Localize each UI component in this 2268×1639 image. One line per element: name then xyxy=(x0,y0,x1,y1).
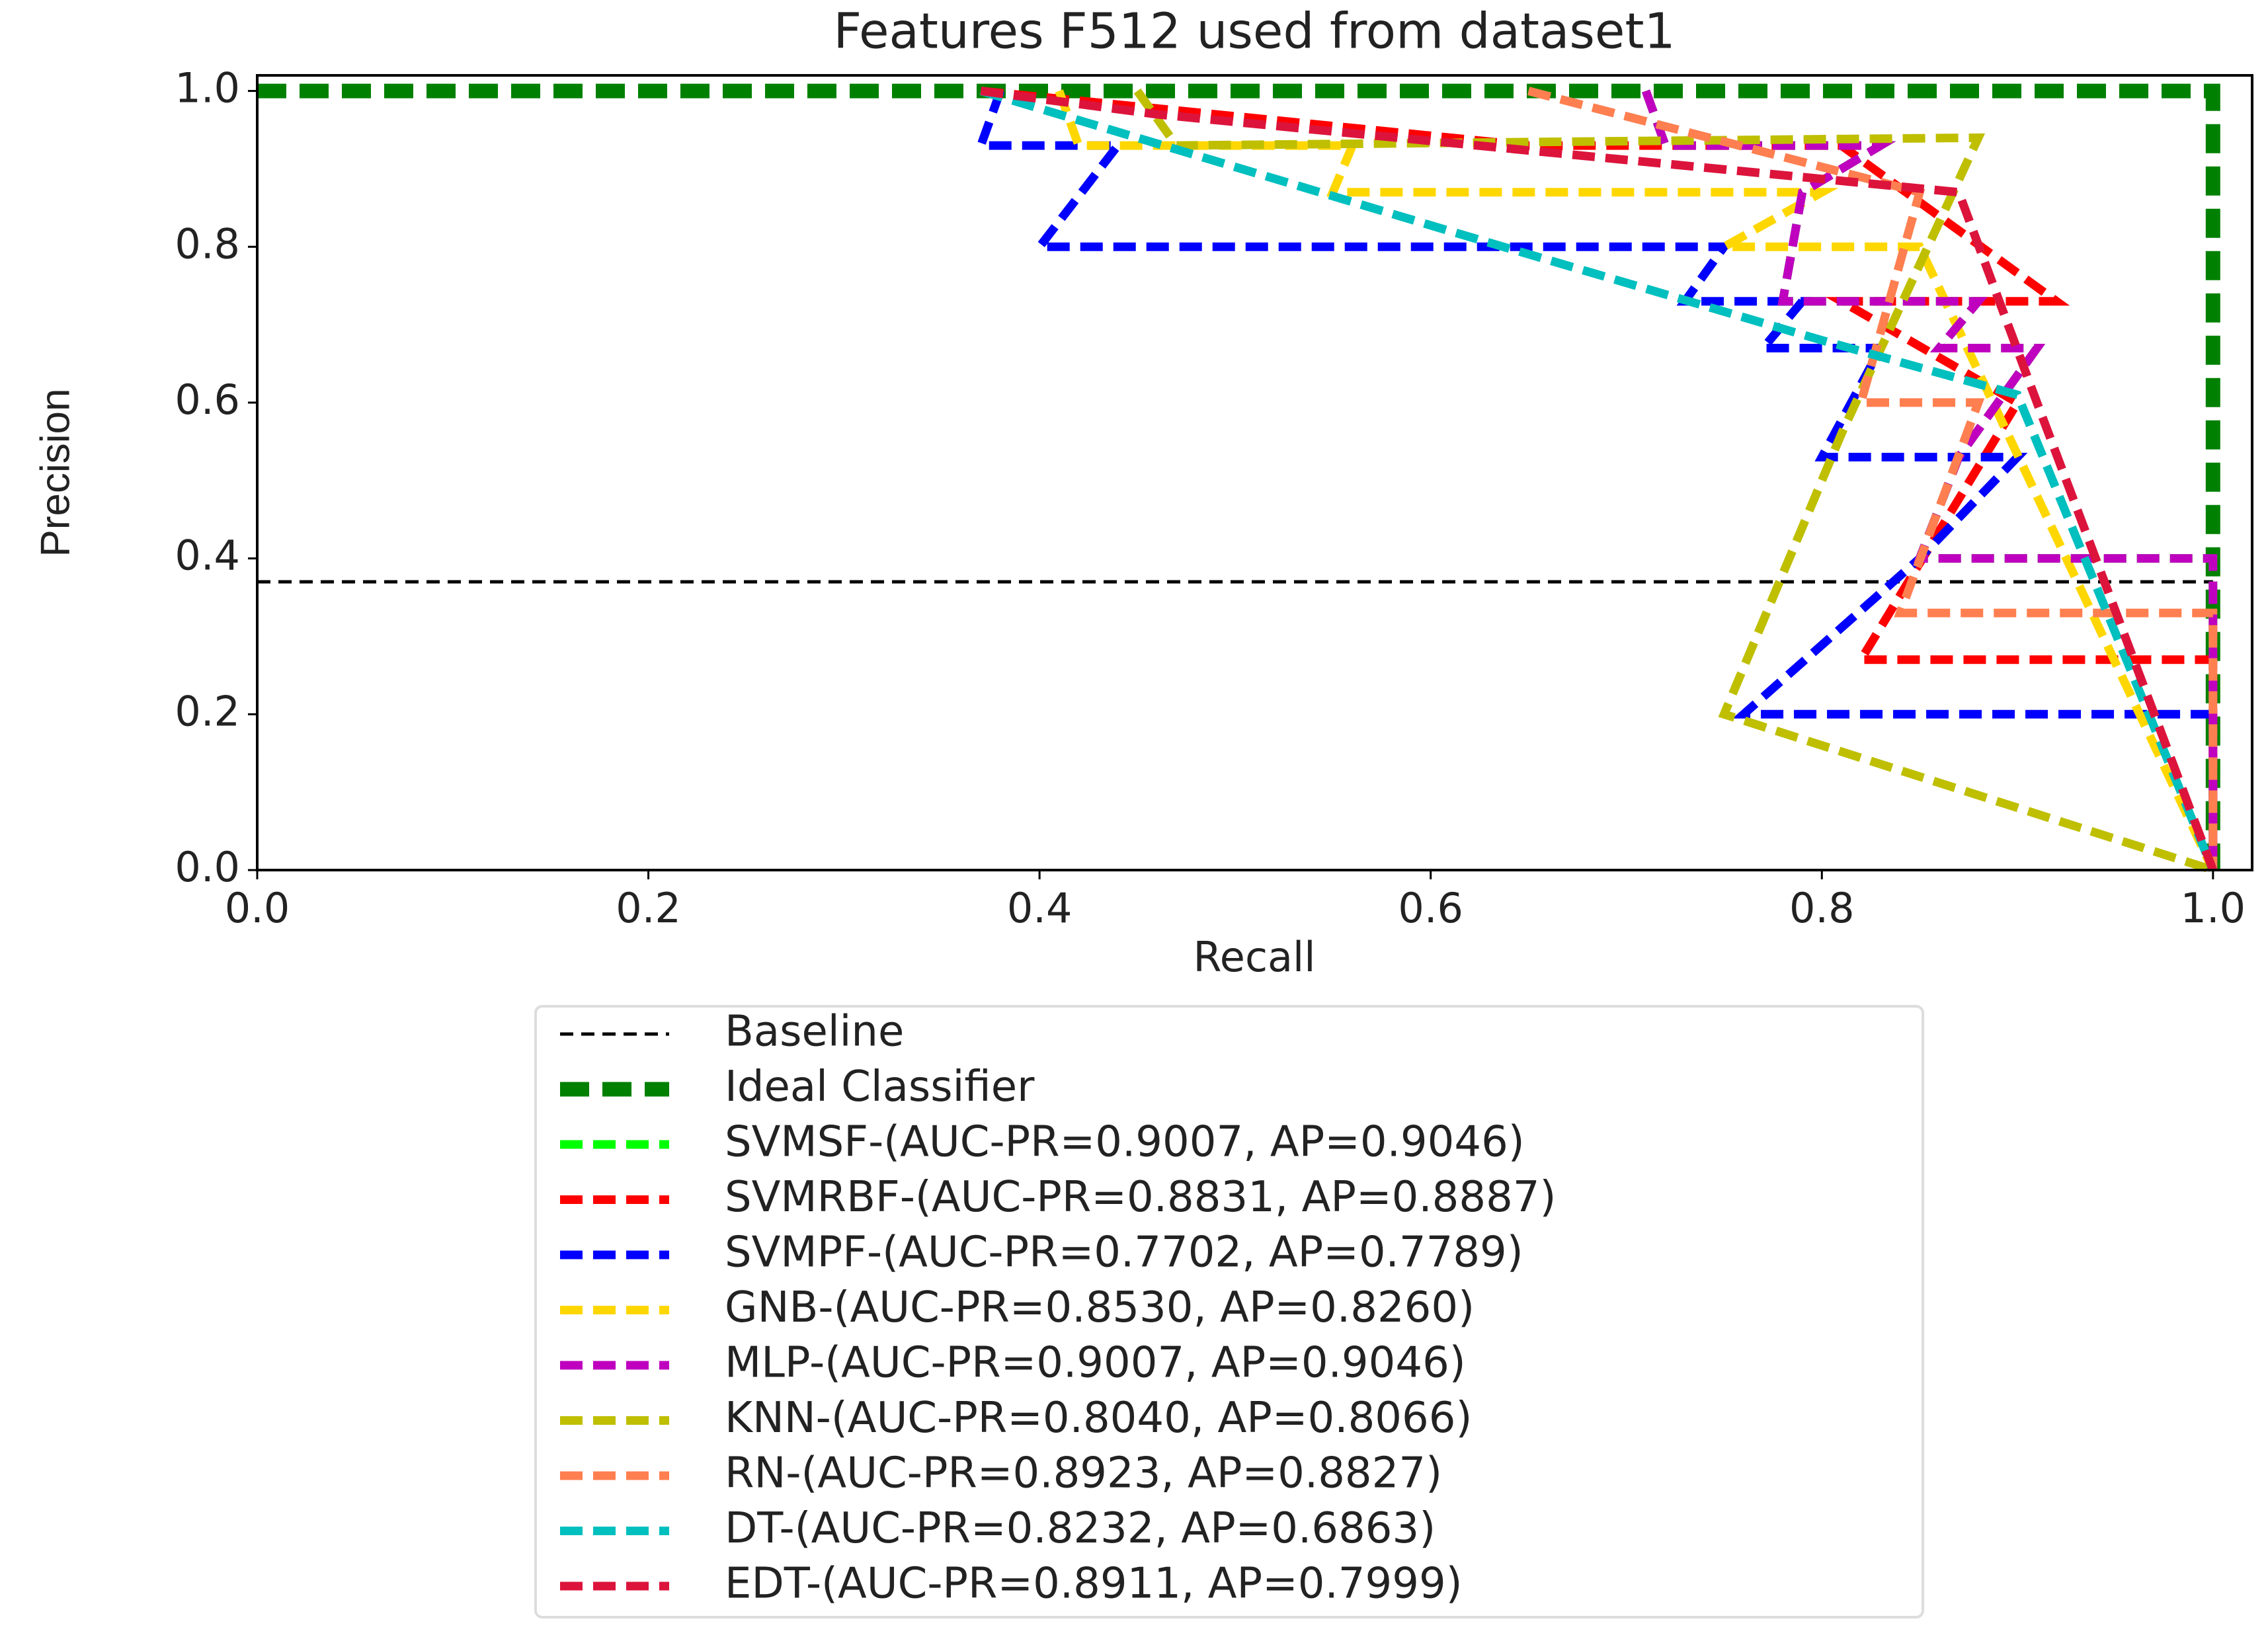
y-tick-label: 0.2 xyxy=(175,687,240,735)
legend-label: Ideal Classifier xyxy=(725,1062,1035,1111)
legend-box xyxy=(534,1005,1924,1619)
legend-label: RN-(AUC-PR=0.8923, AP=0.8827) xyxy=(725,1449,1442,1498)
legend-label: EDT-(AUC-PR=0.8911, AP=0.7999) xyxy=(725,1560,1463,1609)
legend-label: SVMRBF-(AUC-PR=0.8831, AP=0.8887) xyxy=(725,1173,1557,1222)
x-tick-label: 1.0 xyxy=(2181,884,2246,932)
series-line xyxy=(1641,89,2218,870)
legend-label: GNB-(AUC-PR=0.8530, AP=0.8260) xyxy=(725,1283,1475,1332)
x-axis-label: Recall xyxy=(1194,933,1316,981)
legend-label: SVMSF-(AUC-PR=0.9007, AP=0.9046) xyxy=(725,1118,1525,1167)
x-tick-label: 0.2 xyxy=(616,884,681,932)
series-line xyxy=(1133,88,2214,875)
y-tick-label: 0.8 xyxy=(175,220,240,268)
x-tick-label: 0.0 xyxy=(225,884,290,932)
x-tick-label: 0.8 xyxy=(1789,884,1855,932)
series-line xyxy=(980,87,2217,872)
legend-label: SVMPF-(AUC-PR=0.7702, AP=0.7789) xyxy=(725,1228,1523,1277)
chart-title: Features F512 used from dataset1 xyxy=(833,3,1675,60)
legend-label: MLP-(AUC-PR=0.9007, AP=0.9046) xyxy=(725,1339,1466,1388)
y-tick-label: 1.0 xyxy=(175,64,240,112)
series-line xyxy=(979,87,2217,872)
series-line xyxy=(1055,89,2217,872)
y-tick-label: 0.4 xyxy=(175,532,240,580)
y-axis-label: Precision xyxy=(32,389,78,557)
x-tick-label: 0.4 xyxy=(1007,884,1073,932)
y-tick-label: 0.6 xyxy=(175,376,240,424)
legend-label: KNN-(AUC-PR=0.8040, AP=0.8066) xyxy=(725,1394,1472,1443)
series-line xyxy=(975,89,2218,870)
x-tick-label: 0.6 xyxy=(1398,884,1463,932)
legend-label: DT-(AUC-PR=0.8232, AP=0.6863) xyxy=(725,1504,1436,1553)
plot-frame xyxy=(256,74,2253,871)
legend-label: Baseline xyxy=(725,1008,904,1057)
y-tick-label: 0.0 xyxy=(175,843,240,891)
